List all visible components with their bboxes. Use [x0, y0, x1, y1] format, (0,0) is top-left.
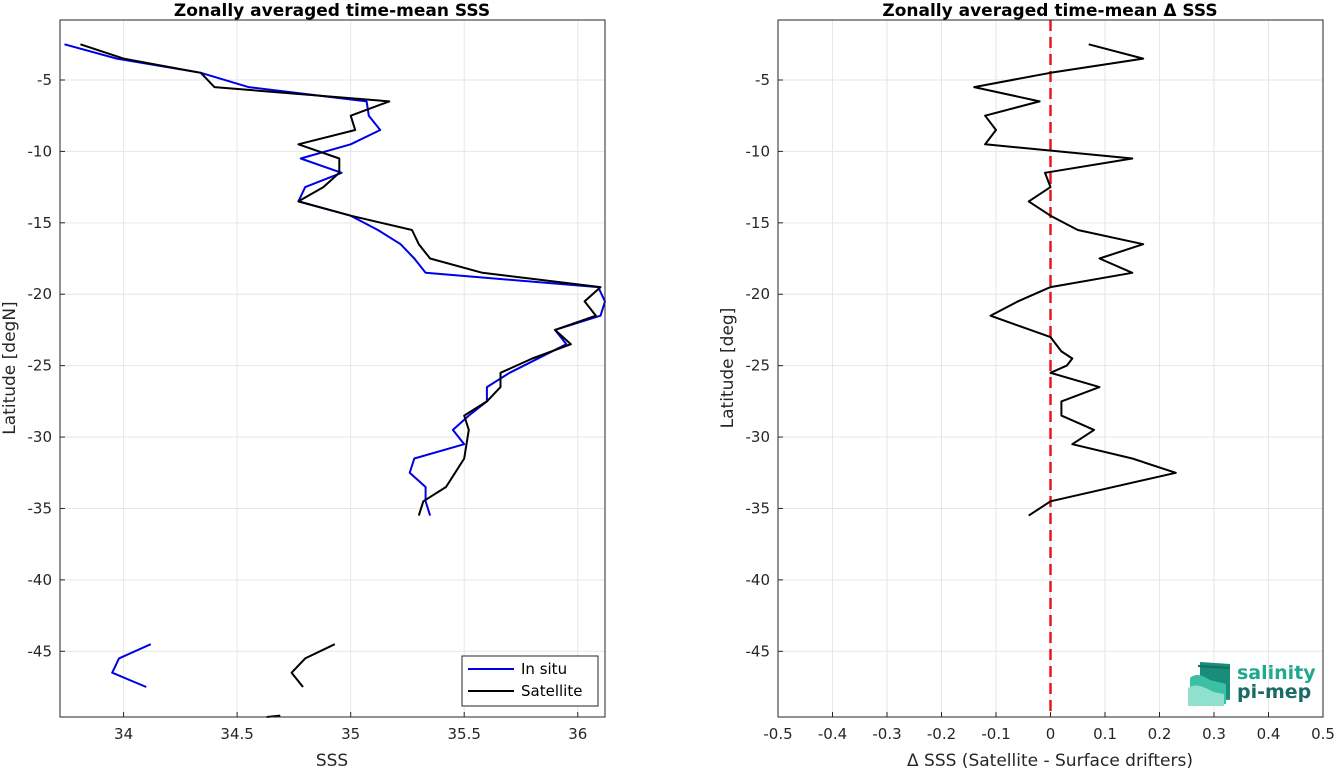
left-y-tick-label: -10	[28, 142, 53, 160]
right-x-tick-label: 0	[1046, 725, 1056, 743]
right-y-tick-label: -30	[746, 428, 771, 446]
left-x-tick-label: 36	[568, 725, 587, 743]
legend-box	[461, 655, 599, 707]
right-y-tick-label: -25	[746, 357, 771, 375]
left-y-tick-label: -5	[37, 71, 52, 89]
salinity-pi-mep-logo: salinity pi-mep	[1188, 662, 1316, 706]
left-y-tick-label: -40	[28, 571, 53, 589]
left-data-lines	[64, 43, 606, 718]
right-chart-title: Zonally averaged time-mean Δ SSS	[882, 1, 1217, 21]
left-x-tick-labels: 34 34.5 35 35.5 36	[114, 725, 587, 743]
right-y-tick-label: -10	[746, 142, 771, 160]
logo-wave-icon	[1188, 662, 1231, 706]
left-y-tick-labels: -5 -10 -15 -20 -25 -30 -35 -40 -45	[28, 71, 53, 660]
series-line-satellite	[80, 43, 602, 516]
left-y-axis-label: Latitude [degN]	[0, 301, 20, 434]
right-x-tick-label: 0.1	[1093, 725, 1117, 743]
logo-text-salinity: salinity	[1237, 662, 1316, 684]
right-x-tick-label: -0.5	[763, 725, 792, 743]
right-y-tick-label: -15	[746, 214, 771, 232]
left-y-tick-label: -25	[28, 357, 53, 375]
left-chart: Zonally averaged time-mean SSS 34 34.5 35 3…	[0, 1, 606, 769]
series-line-satellite	[290, 643, 336, 688]
right-x-tick-label: 0.2	[1148, 725, 1172, 743]
series-line-in-situ	[64, 43, 606, 516]
right-data-lines	[973, 43, 1177, 517]
right-x-tick-label: -0.2	[927, 725, 956, 743]
left-y-tick-label: -45	[28, 642, 53, 660]
left-y-tick-label: -30	[28, 428, 53, 446]
left-grid	[60, 20, 605, 717]
right-chart: Zonally averaged time-mean Δ SSS -0.5 -0.…	[718, 1, 1335, 769]
right-x-tick-label: 0.3	[1202, 725, 1226, 743]
right-x-axis-label: Δ SSS (Satellite - Surface drifters)	[907, 751, 1193, 769]
left-chart-title: Zonally averaged time-mean SSS	[174, 1, 490, 21]
series-line-in-situ	[111, 643, 152, 688]
left-plot-frame	[59, 19, 606, 718]
left-x-axis-label: SSS	[316, 751, 348, 769]
right-y-axis-label: Latitude [deg]	[718, 308, 738, 429]
left-y-tick-label: -35	[28, 499, 53, 517]
left-x-tick-label: 34.5	[220, 725, 253, 743]
right-x-tick-label: -0.4	[818, 725, 847, 743]
right-x-tick-label: -0.1	[981, 725, 1010, 743]
right-y-tick-labels: -5 -10 -15 -20 -25 -30 -35 -40 -45	[746, 71, 771, 660]
left-y-tick-label: -15	[28, 214, 53, 232]
right-y-tick-label: -40	[746, 571, 771, 589]
series-line-delta-sss	[973, 43, 1177, 517]
left-x-tick-label: 34	[114, 725, 133, 743]
left-x-tick-label: 35	[341, 725, 360, 743]
legend: In situ Satellite	[461, 655, 599, 707]
left-x-tick-label: 35.5	[448, 725, 481, 743]
legend-label-in-situ: In situ	[521, 660, 567, 678]
right-x-tick-label: 0.5	[1311, 725, 1335, 743]
right-x-tick-label: 0.4	[1257, 725, 1281, 743]
right-y-tick-label: -20	[746, 285, 771, 303]
right-y-tick-label: -35	[746, 499, 771, 517]
right-y-tick-label: -5	[755, 71, 770, 89]
right-x-tick-label: -0.3	[872, 725, 901, 743]
left-y-tick-label: -20	[28, 285, 53, 303]
legend-label-satellite: Satellite	[521, 682, 582, 700]
logo-text-pi-mep: pi-mep	[1237, 681, 1311, 703]
right-y-tick-label: -45	[746, 642, 771, 660]
right-x-tick-labels: -0.5 -0.4 -0.3 -0.2 -0.1 0 0.1 0.2 0.3 0.4 0.5	[763, 725, 1335, 743]
right-plot-frame	[777, 19, 1324, 718]
